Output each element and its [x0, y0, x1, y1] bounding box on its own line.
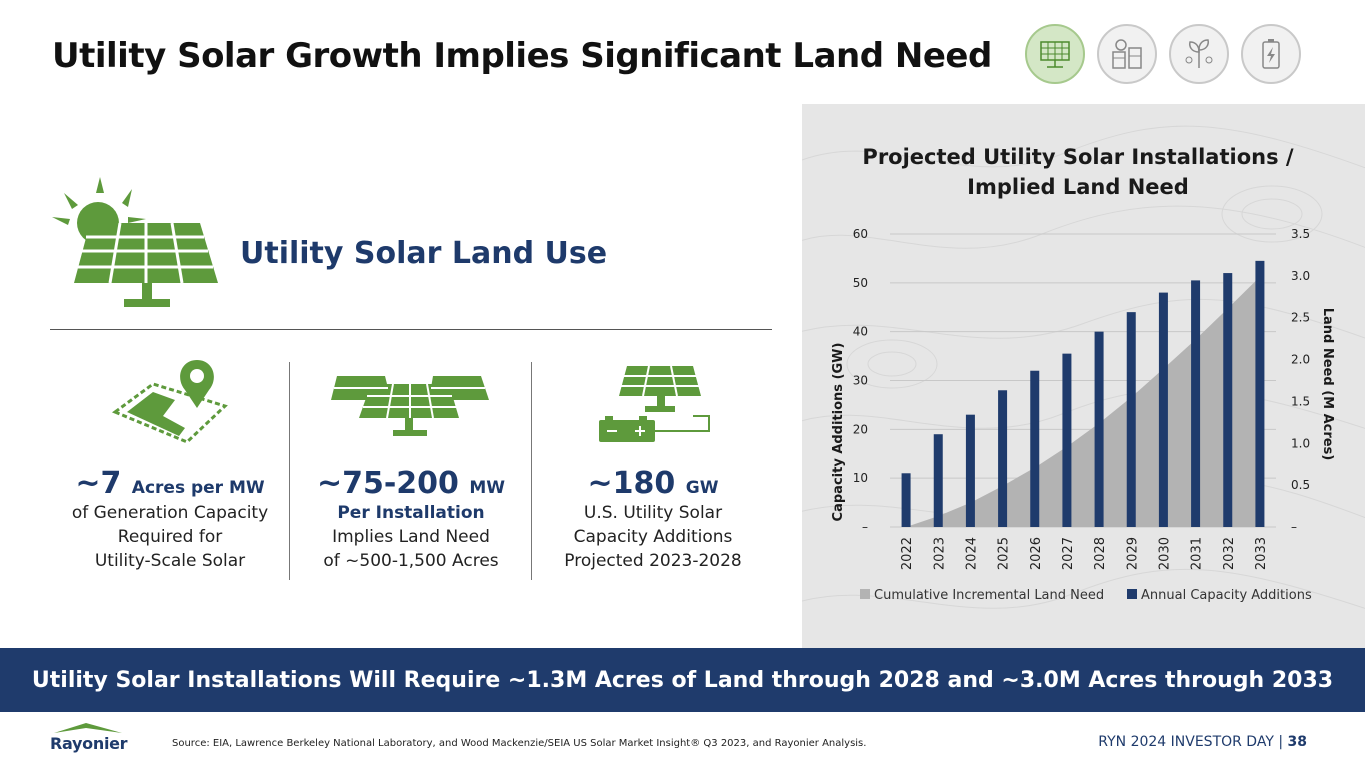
footer-event: RYN 2024 INVESTOR DAY | 38	[1098, 734, 1307, 750]
y-tick-label: 10	[853, 471, 868, 485]
stat-value: ~7	[75, 466, 122, 501]
stat-unit: MW	[469, 478, 506, 498]
legend-label-bar: Annual Capacity Additions	[1141, 588, 1312, 603]
carbon-capture-icon	[1097, 24, 1157, 84]
sapling-icon	[1169, 24, 1229, 84]
bar-2026	[1030, 370, 1040, 527]
stat-mw-per-installation: ~75-200 MW Per Installation Implies Land…	[291, 352, 531, 573]
solar-panel-icon	[1025, 24, 1085, 84]
stat-value: ~180	[587, 466, 676, 501]
x-tick-label: 2033	[1254, 537, 1269, 570]
x-tick-label: 2030	[1157, 537, 1172, 570]
bar-2032	[1223, 273, 1233, 527]
chart-title-line-1: Projected Utility Solar Installations /	[862, 145, 1293, 169]
solar-battery-icon	[599, 365, 710, 442]
bar-2025	[998, 390, 1008, 527]
y-tick-label: 30	[853, 374, 868, 388]
y-axis-label: Capacity Additions (GW)	[831, 343, 846, 522]
bar-2031	[1191, 280, 1201, 527]
y-tick-label: 20	[853, 422, 868, 436]
x-tick-label: 2028	[1093, 537, 1108, 570]
stat-divider	[531, 362, 532, 580]
stat-line: Per Installation	[337, 503, 485, 523]
solar-array-icon	[331, 376, 489, 436]
y-tick-label: 60	[853, 227, 868, 241]
company-logo: Rayonier	[50, 722, 128, 753]
x-tick-label: 2027	[1061, 537, 1076, 570]
bar-2023	[933, 434, 943, 527]
theme-icon-row	[1025, 24, 1301, 84]
stat-line: of ~500-1,500 Acres	[323, 551, 499, 571]
legend-swatch-bar	[1127, 589, 1137, 599]
y2-tick-label: 3.5	[1291, 227, 1310, 241]
bar-2022	[901, 473, 911, 527]
summary-banner: Utility Solar Installations Will Require…	[0, 648, 1365, 712]
area-cumulative-land-need	[906, 276, 1260, 527]
y-tick-label: 50	[853, 276, 868, 290]
y2-tick-label: 2.5	[1291, 311, 1310, 325]
stat-divider	[289, 362, 290, 580]
y2-tick-label: 1.5	[1291, 394, 1310, 408]
y2-tick-label: 1.0	[1291, 436, 1310, 450]
stat-line: Utility-Scale Solar	[94, 551, 246, 571]
bar-2024	[965, 414, 975, 527]
solar-land-use-icon	[52, 177, 218, 307]
y2-tick-label: 0.5	[1291, 478, 1310, 492]
y2-axis-label: Land Need (M Acres)	[1320, 308, 1335, 461]
logo-peak-icon	[54, 723, 122, 733]
stat-line: Required for	[117, 527, 223, 547]
source-note: Source: EIA, Lawrence Berkeley National …	[172, 738, 867, 749]
y2-tick-label: 3.0	[1291, 269, 1310, 283]
stat-acres-per-mw: ~7 Acres per MW of Generation Capacity R…	[50, 352, 290, 573]
stat-line: Projected 2023-2028	[564, 551, 742, 571]
bar-2029	[1126, 312, 1136, 527]
y-tick-label: 40	[853, 325, 868, 339]
x-tick-label: 2024	[964, 537, 979, 570]
chart-legend: Cumulative Incremental Land Need Annual …	[860, 588, 1312, 603]
x-tick-label: 2023	[932, 537, 947, 570]
section-title: Utility Solar Land Use	[240, 236, 608, 271]
page-number: 38	[1287, 734, 1307, 750]
x-tick-label: 2022	[900, 537, 915, 570]
bar-2030	[1158, 292, 1168, 527]
logo-text: Rayonier	[50, 734, 128, 753]
x-tick-label: 2029	[1125, 537, 1140, 570]
legend-label-area: Cumulative Incremental Land Need	[874, 588, 1104, 603]
battery-icon	[1241, 24, 1301, 84]
x-tick-label: 2026	[1029, 537, 1044, 570]
stat-value: ~75-200	[316, 466, 459, 501]
chart-title-line-2: Implied Land Need	[967, 175, 1189, 199]
footer-separator: |	[1278, 734, 1284, 750]
solar-chart: Projected Utility Solar Installations / …	[802, 125, 1365, 609]
stat-line: Capacity Additions	[573, 527, 733, 547]
stat-line: U.S. Utility Solar	[583, 503, 723, 523]
section-divider	[50, 329, 772, 330]
legend-swatch-area	[860, 589, 870, 599]
event-name: RYN 2024 INVESTOR DAY	[1098, 734, 1274, 750]
stat-gw-additions: ~180 GW U.S. Utility Solar Capacity Addi…	[533, 352, 773, 573]
bar-2027	[1062, 353, 1072, 527]
y2-tick-label: 2.0	[1291, 353, 1310, 367]
topo-background	[802, 125, 1365, 609]
chart-panel: Projected Utility Solar Installations / …	[802, 104, 1365, 648]
stat-unit: Acres per MW	[131, 478, 265, 498]
bar-2028	[1094, 331, 1104, 527]
y2-tick-label: –	[1291, 520, 1297, 534]
bar-2033	[1255, 260, 1265, 527]
x-tick-label: 2032	[1222, 537, 1237, 570]
stat-unit: GW	[685, 478, 719, 498]
stat-line: of Generation Capacity	[71, 503, 269, 523]
x-tick-label: 2031	[1190, 537, 1205, 570]
y-tick-label: –	[862, 520, 868, 534]
page-title: Utility Solar Growth Implies Significant…	[52, 36, 992, 76]
x-tick-label: 2025	[997, 537, 1012, 570]
land-location-icon	[111, 360, 228, 444]
stat-line: Implies Land Need	[332, 527, 490, 547]
